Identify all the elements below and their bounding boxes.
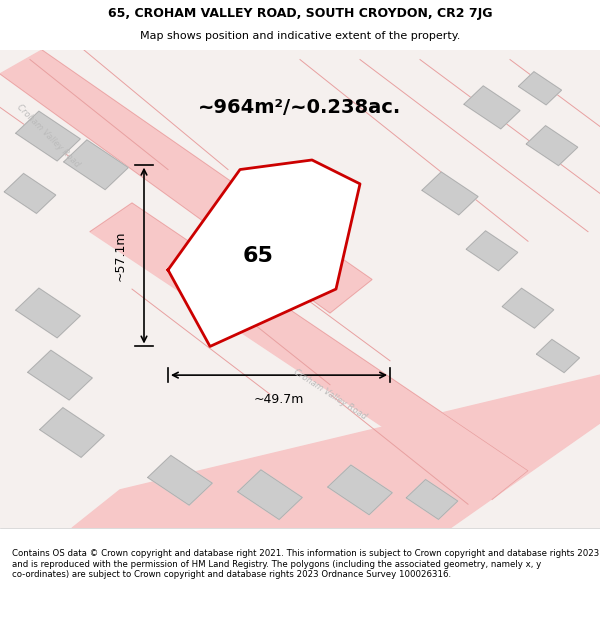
- Polygon shape: [518, 72, 562, 105]
- Text: ~57.1m: ~57.1m: [113, 231, 127, 281]
- Polygon shape: [16, 288, 80, 338]
- Text: Croham Valley Road: Croham Valley Road: [15, 103, 81, 169]
- Polygon shape: [16, 111, 80, 161]
- Polygon shape: [536, 339, 580, 372]
- Polygon shape: [466, 231, 518, 271]
- Text: Contains OS data © Crown copyright and database right 2021. This information is : Contains OS data © Crown copyright and d…: [12, 549, 599, 579]
- Polygon shape: [502, 288, 554, 328]
- Polygon shape: [406, 479, 458, 519]
- Polygon shape: [422, 172, 478, 215]
- Polygon shape: [4, 174, 56, 213]
- Text: ~964m²/~0.238ac.: ~964m²/~0.238ac.: [199, 98, 401, 117]
- Polygon shape: [0, 50, 372, 313]
- Polygon shape: [28, 350, 92, 400]
- Polygon shape: [72, 375, 600, 528]
- Text: 65: 65: [242, 246, 274, 266]
- Polygon shape: [148, 456, 212, 505]
- Polygon shape: [464, 86, 520, 129]
- Polygon shape: [526, 126, 578, 166]
- Polygon shape: [90, 203, 528, 499]
- Text: Croham Valley Road: Croham Valley Road: [292, 368, 368, 421]
- Polygon shape: [64, 140, 128, 189]
- Text: ~49.7m: ~49.7m: [254, 392, 304, 406]
- Polygon shape: [40, 408, 104, 458]
- Text: Map shows position and indicative extent of the property.: Map shows position and indicative extent…: [140, 31, 460, 41]
- Text: 65, CROHAM VALLEY ROAD, SOUTH CROYDON, CR2 7JG: 65, CROHAM VALLEY ROAD, SOUTH CROYDON, C…: [108, 8, 492, 21]
- Polygon shape: [168, 160, 360, 346]
- Polygon shape: [328, 465, 392, 515]
- Polygon shape: [238, 470, 302, 519]
